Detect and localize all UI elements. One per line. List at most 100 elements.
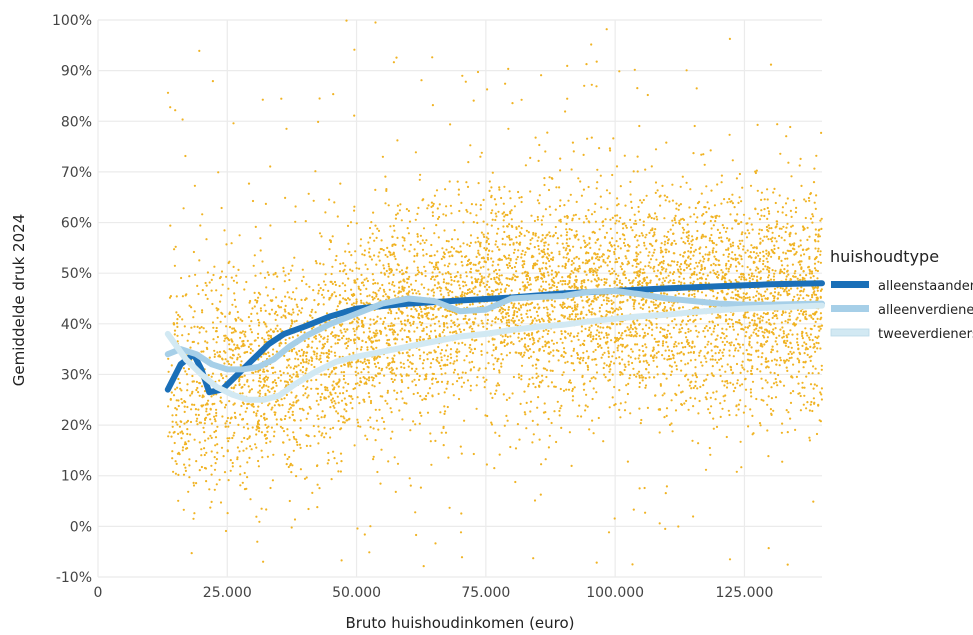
- scatter-point: [413, 289, 416, 292]
- scatter-point: [396, 204, 399, 207]
- scatter-point: [433, 284, 436, 287]
- scatter-point: [529, 288, 532, 291]
- scatter-point: [665, 268, 668, 271]
- scatter-point: [605, 231, 609, 234]
- scatter-point: [231, 461, 234, 465]
- scatter-point: [492, 349, 495, 352]
- scatter-point: [247, 427, 250, 430]
- scatter-point: [780, 321, 784, 324]
- scatter-point: [391, 283, 394, 286]
- scatter-point: [360, 299, 363, 302]
- scatter-point: [456, 250, 459, 253]
- scatter-point: [539, 270, 542, 273]
- scatter-point: [500, 353, 503, 356]
- scatter-point: [305, 444, 308, 447]
- scatter-point: [624, 365, 627, 368]
- scatter-point: [298, 443, 301, 446]
- scatter-point: [537, 384, 541, 387]
- scatter-point: [576, 313, 579, 316]
- scatter-point: [501, 315, 504, 318]
- scatter-point: [169, 106, 172, 109]
- scatter-point: [405, 306, 408, 309]
- scatter-point: [784, 202, 788, 205]
- scatter-point: [479, 204, 482, 207]
- scatter-point: [704, 396, 707, 399]
- scatter-point: [198, 441, 201, 444]
- scatter-point: [396, 139, 399, 142]
- scatter-point: [229, 459, 232, 462]
- scatter-point: [513, 310, 516, 313]
- scatter-point: [305, 476, 308, 479]
- scatter-point: [490, 277, 493, 281]
- scatter-point: [614, 336, 617, 339]
- scatter-point: [260, 449, 263, 452]
- scatter-point: [224, 315, 227, 318]
- scatter-point: [415, 292, 418, 295]
- scatter-point: [598, 310, 601, 313]
- scatter-point: [772, 275, 776, 278]
- scatter-point: [477, 252, 480, 255]
- scatter-point: [588, 310, 591, 314]
- scatter-point: [535, 310, 539, 313]
- scatter-point: [414, 384, 417, 387]
- scatter-point: [542, 272, 546, 275]
- scatter-point: [310, 356, 313, 359]
- scatter-point: [321, 343, 324, 346]
- scatter-point: [786, 563, 789, 566]
- scatter-point: [790, 346, 793, 349]
- scatter-point: [762, 334, 765, 337]
- scatter-point: [270, 408, 273, 411]
- scatter-point: [169, 398, 172, 401]
- scatter-point: [748, 337, 751, 340]
- scatter-point: [202, 426, 205, 429]
- scatter-point: [189, 394, 192, 397]
- scatter-point: [459, 250, 462, 253]
- scatter-point: [767, 318, 771, 321]
- scatter-point: [585, 350, 589, 353]
- scatter-point: [349, 363, 352, 366]
- scatter-point: [452, 371, 455, 374]
- scatter-point: [616, 339, 620, 342]
- scatter-point: [595, 371, 599, 374]
- scatter-point: [717, 351, 721, 354]
- scatter-point: [728, 325, 732, 328]
- scatter-point: [198, 469, 201, 472]
- scatter-point: [616, 214, 619, 217]
- scatter-point: [420, 323, 423, 327]
- scatter-point: [770, 412, 773, 415]
- scatter-point: [275, 384, 278, 387]
- scatter-point: [202, 350, 205, 353]
- scatter-point: [194, 413, 198, 416]
- scatter-point: [789, 392, 792, 395]
- scatter-point: [634, 330, 637, 333]
- scatter-point: [737, 349, 740, 352]
- scatter-point: [533, 499, 537, 502]
- scatter-point: [712, 262, 715, 265]
- scatter-point: [528, 348, 532, 351]
- scatter-point: [552, 349, 555, 352]
- scatter-point: [255, 412, 258, 415]
- scatter-point: [710, 372, 713, 375]
- scatter-point: [529, 242, 532, 245]
- scatter-point: [277, 403, 280, 406]
- scatter-point: [210, 375, 213, 378]
- scatter-point: [467, 161, 470, 164]
- scatter-point: [400, 390, 403, 393]
- scatter-point: [521, 264, 524, 267]
- scatter-point: [334, 336, 337, 339]
- scatter-point: [319, 354, 322, 357]
- scatter-point: [670, 399, 673, 402]
- scatter-point: [525, 277, 529, 281]
- scatter-point: [802, 366, 805, 369]
- scatter-point: [786, 336, 789, 339]
- scatter-point: [779, 328, 782, 331]
- scatter-point: [540, 223, 544, 226]
- scatter-point: [762, 262, 765, 266]
- scatter-point: [616, 313, 619, 316]
- scatter-point: [763, 331, 766, 334]
- scatter-point: [439, 335, 442, 338]
- scatter-point: [344, 381, 347, 384]
- scatter-point: [206, 271, 209, 274]
- scatter-point: [271, 371, 275, 375]
- scatter-point: [669, 279, 672, 282]
